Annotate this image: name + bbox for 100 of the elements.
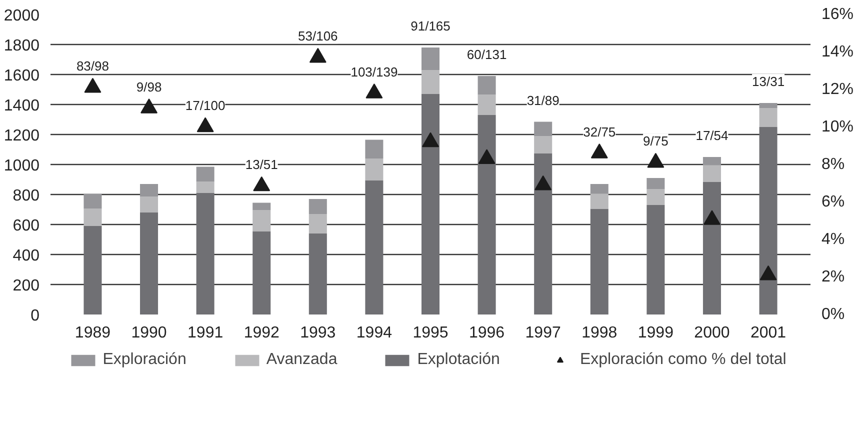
annotation: 83/98 — [76, 58, 110, 74]
y-tick-label: 400 — [12, 248, 40, 264]
bar — [421, 70, 440, 94]
legend-label: Explotación — [417, 351, 500, 369]
bar — [196, 193, 214, 314]
point — [478, 149, 496, 164]
bar — [308, 199, 327, 214]
bar — [759, 127, 778, 314]
point — [309, 48, 326, 63]
bar — [308, 234, 327, 314]
y2-tick-label: 6% — [822, 194, 845, 210]
y-tick-label: 2000 — [4, 8, 40, 24]
bar — [365, 180, 384, 314]
bar — [702, 165, 721, 182]
annotation: 31/89 — [526, 92, 560, 108]
point — [140, 98, 158, 114]
point — [760, 265, 777, 280]
bar — [590, 194, 608, 209]
bar — [534, 136, 552, 154]
y-tick-label: 1400 — [4, 98, 40, 114]
bar — [84, 208, 102, 226]
annotation: 9/75 — [643, 134, 668, 149]
bar — [421, 94, 440, 314]
y-tick-label: 200 — [12, 278, 40, 294]
point — [647, 152, 664, 168]
x-tick-label: 1991 — [188, 324, 224, 342]
y-tick-label: 600 — [12, 218, 40, 234]
x-tick-label: 1990 — [131, 324, 167, 342]
annotation: 13/51 — [245, 157, 278, 172]
annotation: 103/139 — [350, 64, 398, 80]
y2-tick-label: 14% — [822, 44, 854, 60]
x-tick-label: 1998 — [582, 324, 618, 342]
y-tick-label: 800 — [12, 188, 40, 204]
bar — [702, 182, 721, 314]
x-tick-label: 1996 — [469, 324, 505, 342]
bar — [308, 214, 327, 234]
bar — [421, 48, 440, 70]
legend-label: Avanzada — [266, 351, 338, 369]
point — [422, 132, 439, 148]
annotation: 17/100 — [185, 98, 226, 113]
y2-tick-label: 8% — [822, 156, 845, 173]
bar — [365, 158, 384, 180]
y2-tick-label: 2% — [822, 268, 845, 286]
bar — [196, 166, 214, 182]
bar — [759, 103, 778, 108]
legend-label: Exploración como % del total — [580, 351, 786, 369]
x-tick-label: 1992 — [244, 324, 280, 342]
bar — [646, 178, 665, 190]
y2-tick-label: 0% — [822, 306, 845, 323]
bar — [84, 194, 102, 209]
annotation: 13/31 — [752, 74, 785, 89]
bar — [702, 157, 721, 166]
x-tick-label: 2001 — [750, 324, 786, 342]
y-tick-label: 1200 — [4, 128, 40, 144]
bar — [478, 115, 496, 314]
point — [703, 210, 720, 225]
y-tick-label: 1000 — [4, 158, 40, 174]
bar — [252, 231, 271, 314]
bar — [646, 189, 665, 205]
point — [84, 78, 102, 93]
y2-tick-label: 12% — [822, 81, 854, 98]
bar — [478, 94, 496, 115]
point — [366, 84, 383, 98]
point — [196, 117, 214, 132]
bar — [534, 153, 552, 314]
bar — [759, 108, 778, 127]
annotation: 60/131 — [466, 47, 507, 62]
x-tick-label: 1997 — [525, 324, 561, 342]
bar — [365, 140, 384, 158]
annotation: 32/75 — [583, 124, 616, 140]
x-tick-label: 1995 — [412, 324, 448, 342]
annotation: 17/54 — [696, 128, 728, 143]
bar — [534, 122, 552, 136]
point — [590, 144, 608, 158]
bar — [590, 208, 608, 314]
bar — [646, 205, 665, 314]
y-tick-label: 1600 — [4, 68, 40, 84]
point — [534, 175, 552, 190]
y2-tick-label: 16% — [822, 6, 854, 23]
bar — [590, 184, 608, 194]
bar — [140, 212, 158, 314]
bar — [84, 226, 102, 314]
legend-label: Exploración — [102, 351, 186, 369]
x-tick-label: 1994 — [356, 324, 392, 342]
bar — [140, 184, 158, 197]
y2-tick-label: 4% — [822, 231, 845, 248]
bar — [252, 202, 271, 210]
bar — [478, 76, 496, 95]
annotation: 53/106 — [298, 28, 338, 44]
x-tick-label: 1999 — [638, 324, 674, 342]
x-tick-label: 2000 — [694, 324, 730, 342]
y-tick-label: 0 — [30, 308, 40, 324]
point — [253, 176, 270, 192]
bar — [196, 182, 214, 193]
annotation: 9/98 — [136, 79, 162, 94]
y2-tick-label: 10% — [822, 118, 854, 136]
annotation: 91/165 — [410, 18, 450, 34]
y-tick-label: 1800 — [4, 38, 40, 54]
bar — [252, 210, 271, 232]
x-tick-label: 1993 — [300, 324, 336, 342]
